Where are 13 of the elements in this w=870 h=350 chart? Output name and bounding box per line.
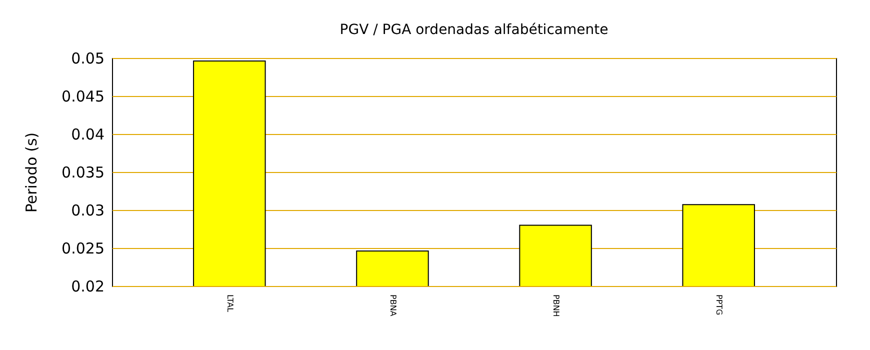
- x-tick-label: LTAL: [225, 294, 234, 313]
- chart-title: PGV / PGA ordenadas alfabéticamente: [340, 22, 608, 38]
- x-tick-label: PBNH: [552, 294, 561, 317]
- y-tick-label: 0.05: [71, 50, 104, 68]
- x-tick-label: PPTG: [714, 294, 724, 316]
- y-tick-label: 0.04: [71, 126, 104, 144]
- y-tick-label: 0.02: [71, 278, 104, 296]
- y-tick-label: 0.035: [62, 164, 104, 182]
- y-axis-title: Periodo (s): [22, 132, 41, 213]
- y-tick-label: 0.025: [62, 240, 104, 258]
- y-tick-label: 0.03: [71, 202, 104, 220]
- x-tick-label: PBNA: [388, 294, 398, 317]
- y-tick-label: 0.045: [62, 88, 104, 106]
